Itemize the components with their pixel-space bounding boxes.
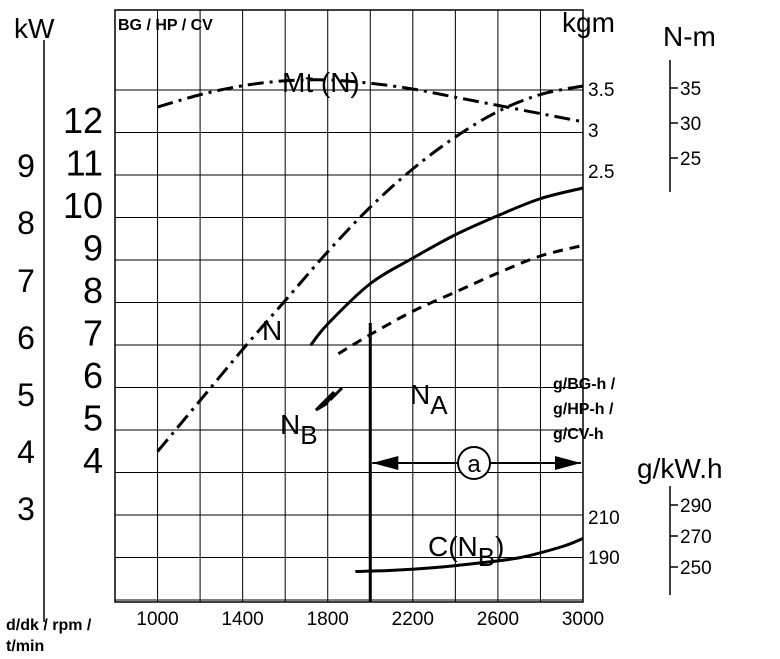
n-curve [156,84,584,453]
hp-tick-label: 8 [83,270,103,311]
hp-tick-label: 5 [83,398,103,439]
gkw-unit-label: g/kW.h [637,453,723,484]
axis-frame [43,9,671,622]
nb-pointer-arrowhead [314,390,336,412]
x-tick-label: 2600 [477,609,519,630]
circle-label: a [467,451,481,478]
na-curve-label: NA [410,379,448,420]
grid [115,10,583,602]
kgm-tick-label: 3.5 [588,80,614,101]
gbg-unit-label-3: g/CV-h [553,426,604,443]
nb-curve [309,186,584,347]
gbg-tick-label: 190 [588,548,620,569]
gbg-unit-label-1: g/BG-h / [553,376,616,393]
gbg-unit-label-2: g/HP-h / [553,401,614,418]
x-axis-label-1: d/dk / rpm / [6,617,92,634]
hp-tick-label: 9 [83,228,103,269]
kw-tick-label: 7 [17,263,35,299]
c-curve-label: C(NB) [428,531,504,572]
hp-tick-label: 11 [66,143,103,184]
c-curve [355,537,584,573]
gkw-tick-label: 290 [680,496,712,517]
range-arrowhead-right [555,456,581,470]
nm-tick-label: 30 [680,114,701,135]
x-tick-label: 3000 [562,609,604,630]
annotations [314,323,581,602]
x-tick-labels: 1000 1400 1800 2200 2600 3000 [136,609,604,630]
series-curves [156,78,584,573]
range-arrowhead-left [372,456,399,470]
right-axes: 3.5 3 2.5 35 30 25 210 190 290 270 250 [588,79,712,579]
x-tick-label: 1000 [136,609,178,630]
kw-tick-label: 8 [17,205,35,241]
kgm-tick-label: 2.5 [588,162,614,183]
nm-tick-label: 35 [680,79,701,100]
kw-tick-label: 3 [17,491,35,527]
kw-tick-label: 5 [17,377,35,413]
kw-tick-label: 4 [17,434,35,470]
nb-curve-label: NB [280,409,318,450]
mt-curve [157,78,584,124]
na-curve [337,243,584,356]
x-tick-label: 1400 [221,609,263,630]
x-tick-label: 2200 [392,609,434,630]
kgm-tick-label: 3 [588,121,599,142]
hp-tick-label: 4 [83,440,103,481]
hp-tick-label: 10 [63,185,103,226]
mt-curve-label: Mt (N) [282,67,360,98]
plot-border [114,9,584,603]
nm-unit-label: N-m [663,21,716,52]
hp-tick-label: 6 [83,355,103,396]
n-curve-label: N [262,315,282,346]
gkw-tick-label: 270 [680,527,712,548]
kw-unit-label: kW [14,13,55,44]
gbg-tick-label: 210 [588,508,620,529]
nb-pointer-arrow [328,386,344,402]
hp-unit-label: BG / HP / CV [118,17,213,34]
gkw-tick-label: 250 [680,558,712,579]
hp-tick-label: 7 [83,313,103,354]
nm-tick-label: 25 [680,149,701,170]
circle-marker [457,446,491,480]
kw-tick-label: 9 [17,148,35,184]
x-tick-label: 1800 [307,609,349,630]
kw-tick-label: 6 [17,320,35,356]
x-axis-label-2: t/min [6,638,44,655]
hp-tick-label: 12 [63,100,103,141]
kgm-unit-label: kgm [562,7,615,38]
